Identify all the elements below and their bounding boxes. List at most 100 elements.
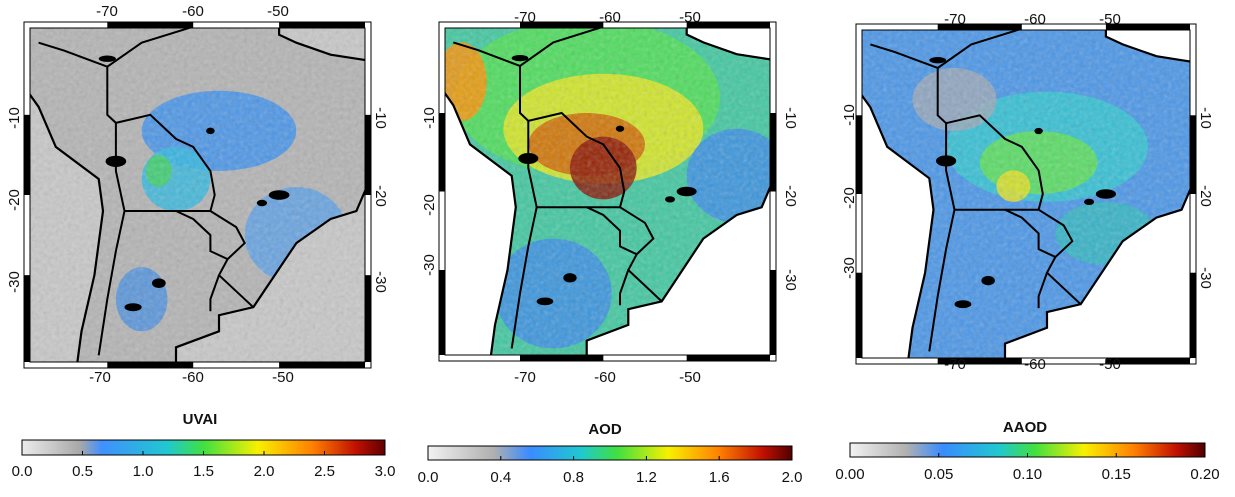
lake xyxy=(1084,198,1095,206)
colorbar-tick-label: 2.5 xyxy=(314,463,335,480)
colorbar-tick-label: 0.10 xyxy=(1013,466,1042,483)
frame-band xyxy=(937,24,1022,30)
colorbar-title: UVAI xyxy=(183,411,218,428)
colorbar-tick-label: 0.05 xyxy=(924,466,953,483)
lat-label-left: -30 xyxy=(841,257,858,279)
colorbar-tick-label: 1.6 xyxy=(709,469,730,486)
colorbar-tick-label: 2.0 xyxy=(254,463,275,480)
map-area xyxy=(445,28,770,355)
frame-band xyxy=(770,269,776,355)
frame-band xyxy=(24,275,30,362)
colorbar-tick-label: 1.5 xyxy=(193,463,214,480)
colorbar xyxy=(427,445,793,461)
country-border xyxy=(209,274,220,312)
lat-label-left: -30 xyxy=(6,271,23,293)
lon-label-bottom: -50 xyxy=(679,369,701,386)
lat-label-left: -20 xyxy=(841,187,858,209)
frame-band xyxy=(686,355,770,361)
frame-band xyxy=(365,275,371,362)
lake xyxy=(981,275,995,286)
frame-band xyxy=(1190,115,1196,194)
lake xyxy=(936,155,957,167)
lon-label-top: -50 xyxy=(1099,11,1121,28)
lon-label-bottom: -50 xyxy=(272,369,294,386)
frame-band xyxy=(1105,24,1190,30)
country-border xyxy=(586,206,638,256)
frame-band xyxy=(439,113,445,192)
country-border xyxy=(1004,208,1056,258)
map-area xyxy=(30,28,365,362)
frame-band xyxy=(365,114,371,195)
lon-label-bottom: -60 xyxy=(1024,356,1046,373)
lake xyxy=(929,57,947,64)
country-border xyxy=(510,206,538,349)
lake xyxy=(206,127,215,135)
lake xyxy=(105,155,127,167)
colorbar-tick-label: 0.20 xyxy=(1190,466,1219,483)
lat-label-left: -20 xyxy=(6,189,23,211)
country-border xyxy=(97,210,126,356)
lon-label-bottom: -70 xyxy=(944,356,966,373)
country-border xyxy=(106,28,193,68)
colorbar-tick-label: 0.0 xyxy=(12,463,33,480)
lon-label-top: -70 xyxy=(514,9,536,26)
colorbar-tick-label: 0.0 xyxy=(418,469,439,486)
lon-label-bottom: -50 xyxy=(1099,356,1121,373)
lake xyxy=(268,190,290,200)
frame-band xyxy=(1190,272,1196,358)
country-border xyxy=(1037,272,1048,309)
lake xyxy=(676,186,697,197)
colorbar-tick-label: 1.2 xyxy=(636,469,657,486)
map-panel: -70 -70 -60 -60 -50 -50 -10 -10 -20 -20 -30 -30 UVAI… xyxy=(6,3,396,480)
lat-label-right: -10 xyxy=(782,107,799,129)
map-panel: -70 -70 -60 -60 -50 -50 -10 -10 -20 -20 -30 -30 AOD 0… xyxy=(418,9,803,486)
lake xyxy=(1034,127,1043,135)
country-border xyxy=(619,269,630,306)
lake xyxy=(124,303,142,312)
lat-label-right: -30 xyxy=(782,269,799,291)
lat-label-right: -30 xyxy=(1197,267,1214,289)
country-border xyxy=(175,210,229,261)
lat-label-right: -30 xyxy=(372,271,389,293)
colorbar-tick-label: 2.0 xyxy=(782,469,803,486)
colorbar-title: AOD xyxy=(588,421,622,438)
lat-label-right: -20 xyxy=(782,185,799,207)
lake xyxy=(615,125,625,132)
country-border xyxy=(519,28,603,67)
lat-label-left: -10 xyxy=(6,107,23,129)
lon-label-bottom: -60 xyxy=(594,369,616,386)
lake xyxy=(1095,189,1116,199)
frame-band xyxy=(439,269,445,355)
colorbar-tick-label: 0.8 xyxy=(563,469,584,486)
colorbar-title: AAOD xyxy=(1003,419,1047,436)
lat-label-right: -10 xyxy=(1197,107,1214,129)
colorbar-tick-label: 3.0 xyxy=(375,463,396,480)
lat-label-left: -20 xyxy=(421,194,438,216)
lat-label-right: -10 xyxy=(372,107,389,129)
lake xyxy=(518,153,539,165)
frame-band xyxy=(107,22,194,28)
lon-label-top: -70 xyxy=(96,3,118,20)
frame-band xyxy=(856,272,862,358)
lon-label-top: -50 xyxy=(267,3,289,20)
lake xyxy=(536,297,554,306)
country-border xyxy=(38,41,254,308)
lon-label-bottom: -60 xyxy=(182,369,204,386)
map-area xyxy=(862,30,1190,358)
frame-band xyxy=(279,362,365,368)
frame-band xyxy=(937,358,1022,364)
lon-label-top: -60 xyxy=(182,3,204,20)
frame-band xyxy=(770,113,776,192)
frame-band xyxy=(520,22,604,28)
colorbar-tick-label: 0.5 xyxy=(72,463,93,480)
map-panel: -70 -70 -60 -60 -50 -50 -10 -10 -20 -20 -30 -30 AAOD… xyxy=(835,11,1219,483)
lat-label-left: -10 xyxy=(421,107,438,129)
lat-label-right: -20 xyxy=(372,185,389,207)
frame-band xyxy=(107,362,194,368)
lon-label-top: -70 xyxy=(944,11,966,28)
lake xyxy=(563,273,577,283)
lon-label-top: -60 xyxy=(1024,11,1046,28)
frame-band xyxy=(686,22,770,28)
colorbar-tick-label: 0.00 xyxy=(835,466,864,483)
